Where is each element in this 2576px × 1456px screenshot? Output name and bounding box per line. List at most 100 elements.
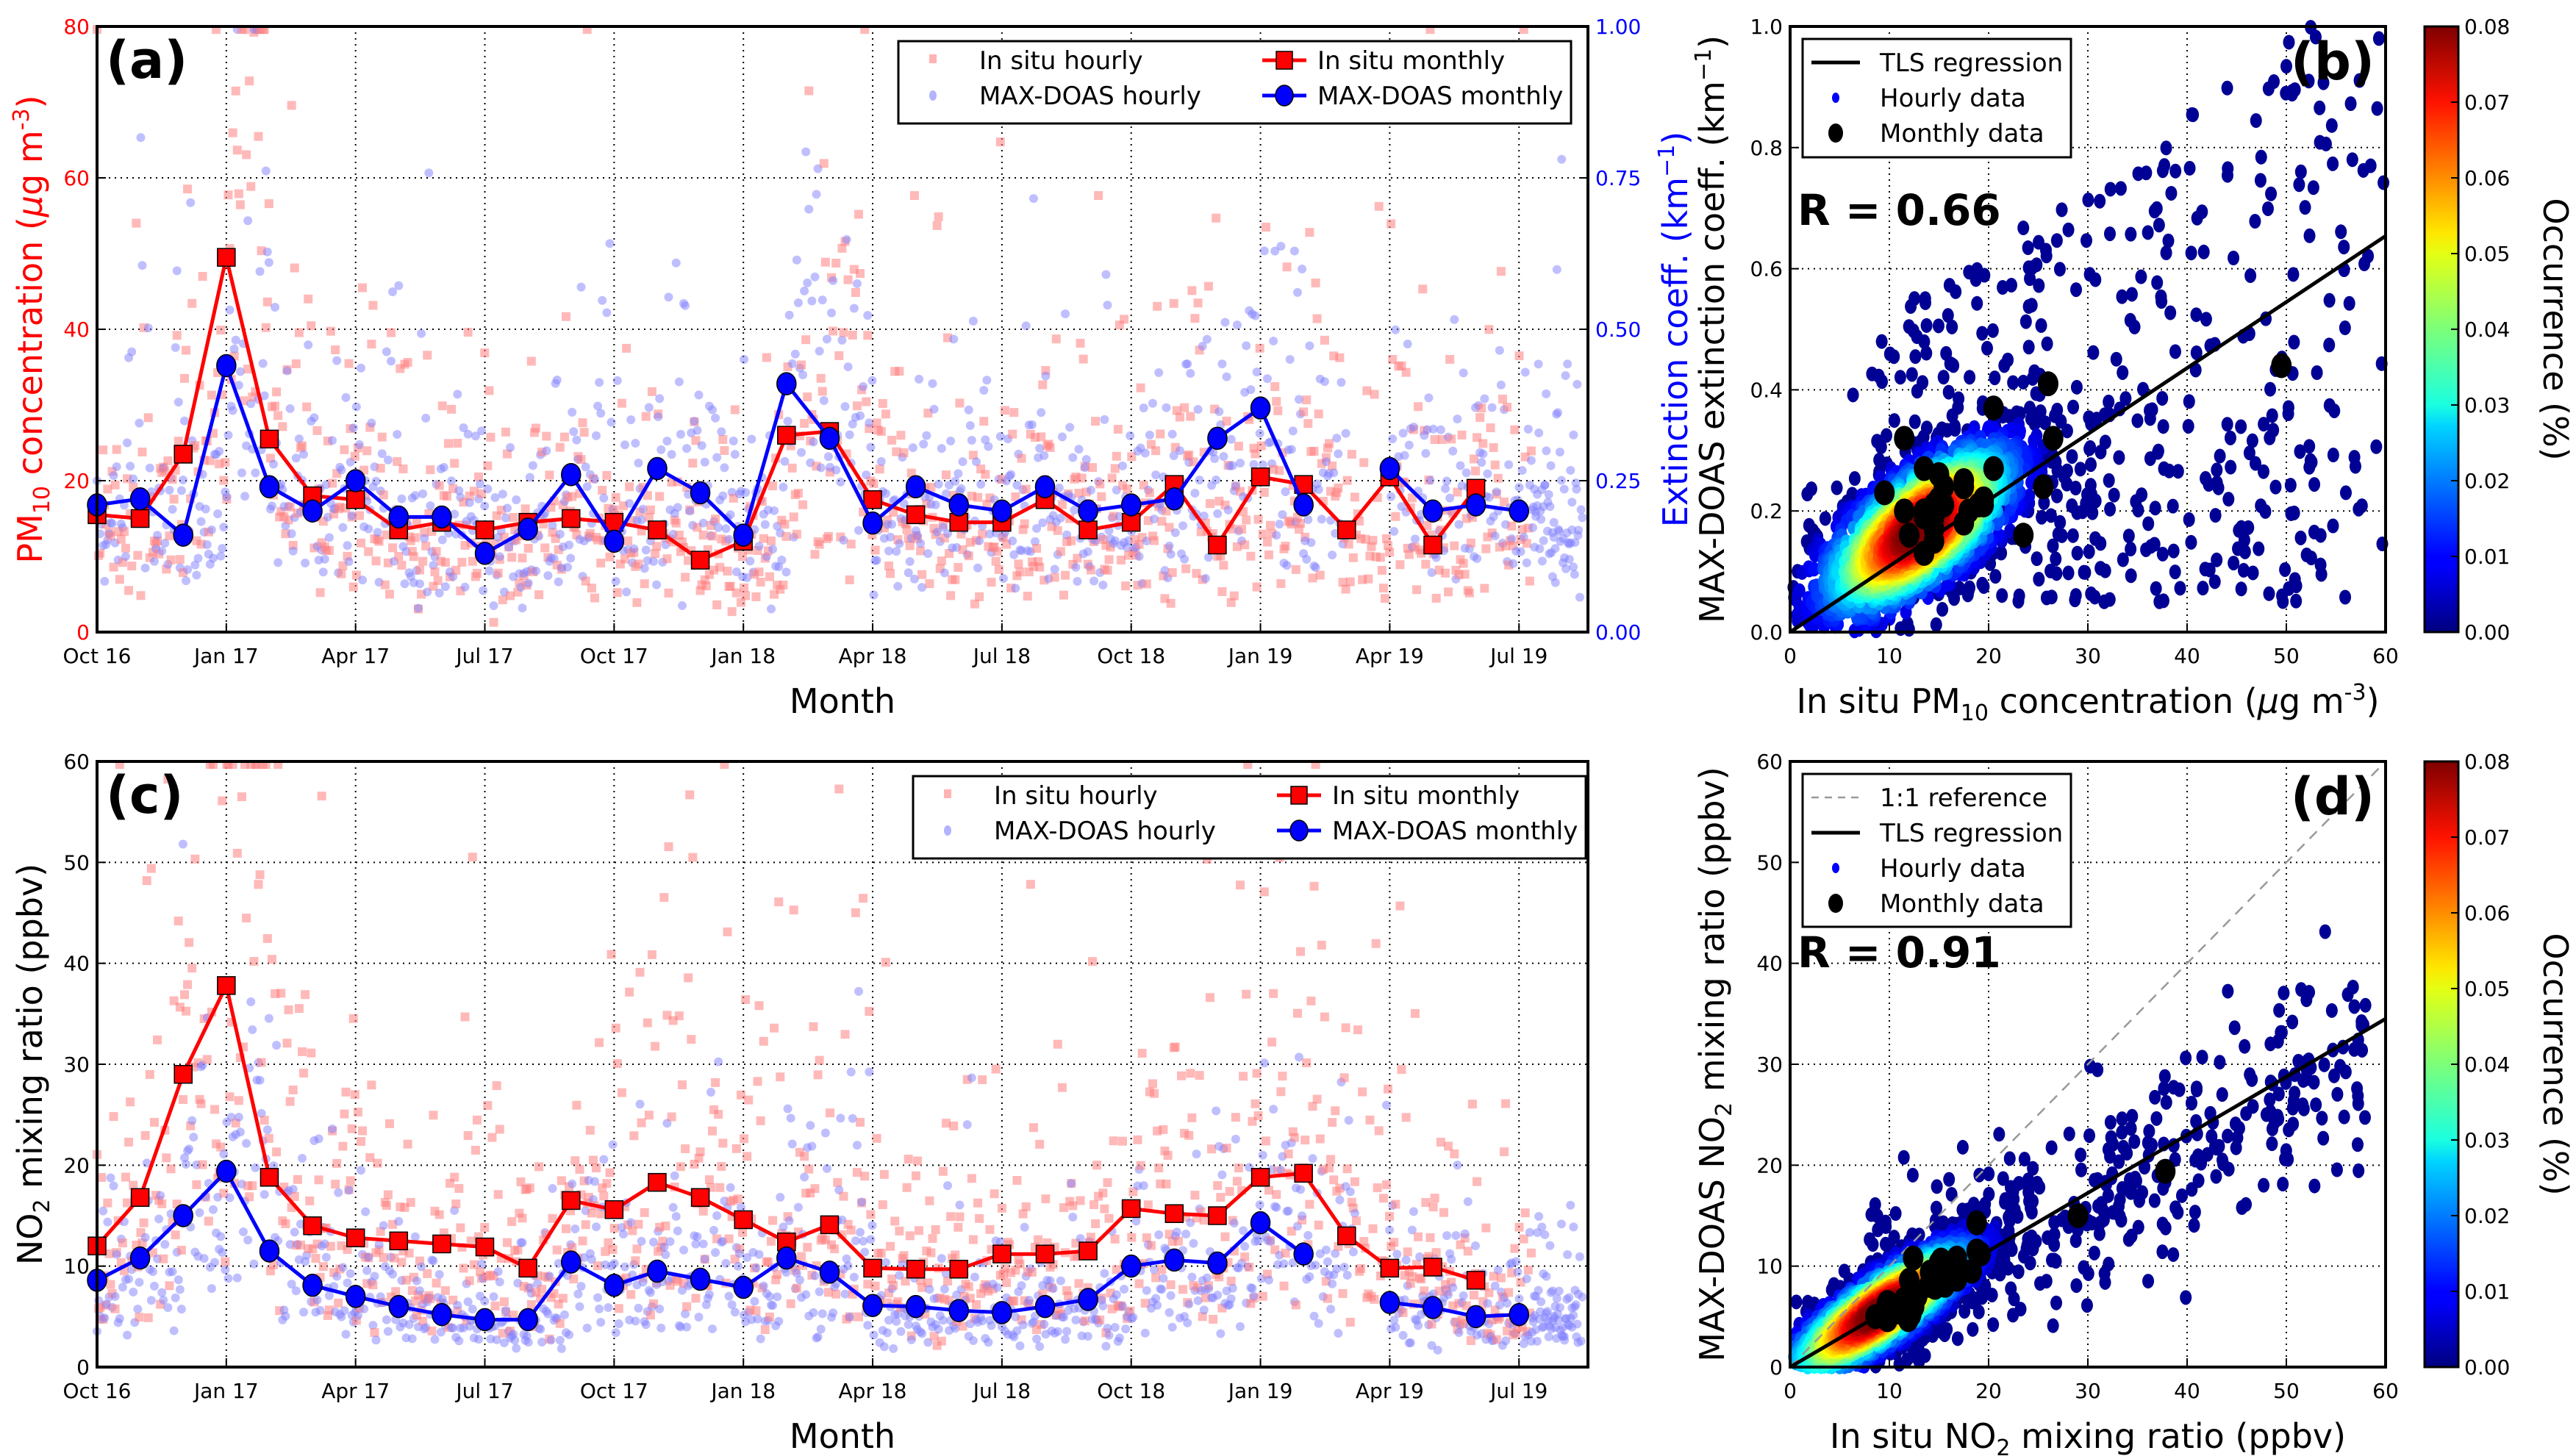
maxdoas-hourly-point bbox=[199, 1254, 209, 1263]
insitu-hourly-point bbox=[751, 592, 761, 601]
maxdoas-hourly-point bbox=[304, 340, 313, 350]
insitu-hourly-point bbox=[437, 401, 447, 411]
insitu-hourly-point bbox=[474, 472, 484, 481]
insitu-hourly-point bbox=[1444, 587, 1453, 597]
insitu-hourly-point bbox=[1466, 538, 1475, 548]
maxdoas-hourly-point bbox=[1570, 570, 1579, 579]
insitu-hourly-point bbox=[531, 423, 540, 433]
insitu-hourly-point bbox=[183, 980, 193, 989]
maxdoas-hourly-point bbox=[1242, 341, 1251, 351]
insitu-hourly-point bbox=[887, 435, 897, 445]
maxdoas-hourly-point bbox=[176, 486, 186, 495]
maxdoas-hourly-point bbox=[525, 473, 534, 482]
maxdoas-hourly-point bbox=[1183, 359, 1192, 368]
insitu-hourly-point bbox=[371, 556, 381, 566]
insitu-hourly-point bbox=[1328, 461, 1337, 470]
insitu-hourly-point bbox=[1162, 506, 1171, 516]
maxdoas-hourly-point bbox=[273, 558, 283, 567]
maxdoas-hourly-point bbox=[1220, 318, 1230, 327]
maxdoas-hourly-point bbox=[1081, 455, 1091, 465]
maxdoas-hourly-point bbox=[218, 544, 227, 553]
insitu-hourly-point bbox=[1525, 576, 1534, 586]
maxdoas-hourly-point bbox=[186, 198, 196, 207]
maxdoas-hourly-point bbox=[872, 556, 881, 565]
insitu-hourly-point bbox=[486, 432, 495, 442]
insitu-hourly-point bbox=[1205, 499, 1214, 509]
hourly-point bbox=[2160, 140, 2172, 156]
maxdoas-hourly-point bbox=[477, 426, 487, 436]
maxdoas-hourly-point bbox=[332, 356, 342, 365]
maxdoas-hourly-point bbox=[886, 532, 895, 542]
maxdoas-hourly-point bbox=[99, 1206, 108, 1216]
hourly-point bbox=[2116, 289, 2128, 304]
hourly-point bbox=[2103, 394, 2115, 409]
maxdoas-hourly-point bbox=[1027, 420, 1037, 429]
maxdoas-hourly-point bbox=[1212, 475, 1221, 484]
maxdoas-hourly-point bbox=[213, 509, 223, 519]
insitu-hourly-point bbox=[210, 1105, 220, 1114]
x-tick-label: Jul 19 bbox=[1489, 644, 1548, 668]
insitu-hourly-point bbox=[137, 447, 147, 456]
insitu-hourly-point bbox=[426, 465, 435, 475]
insitu-hourly-point bbox=[718, 434, 728, 444]
maxdoas-hourly-point bbox=[1160, 566, 1170, 575]
insitu-hourly-point bbox=[645, 505, 655, 514]
insitu-hourly-point bbox=[1078, 354, 1088, 364]
maxdoas-hourly-point bbox=[238, 1227, 248, 1236]
insitu-hourly-point bbox=[1302, 395, 1312, 405]
hourly-point bbox=[2288, 505, 2300, 520]
insitu-hourly-point bbox=[1270, 381, 1280, 391]
hourly-point bbox=[2243, 445, 2255, 461]
maxdoas-hourly-point bbox=[1578, 513, 1587, 523]
maxdoas-hourly-point bbox=[483, 484, 493, 494]
maxdoas-hourly-point bbox=[895, 539, 904, 548]
monthly-point bbox=[1874, 480, 1895, 506]
insitu-hourly-point bbox=[1186, 412, 1195, 421]
hourly-point bbox=[2303, 459, 2316, 475]
maxdoas-hourly-point bbox=[143, 323, 153, 333]
maxdoas-hourly-point bbox=[1210, 453, 1220, 463]
colorbar-label: Occurrence (%) bbox=[2536, 198, 2575, 460]
hourly-point bbox=[2378, 175, 2390, 190]
insitu-hourly-point bbox=[1193, 298, 1203, 308]
maxdoas-hourly-point bbox=[523, 578, 533, 588]
maxdoas-hourly-point bbox=[185, 1144, 194, 1154]
hourly-point bbox=[2137, 381, 2150, 397]
maxdoas-hourly-point bbox=[1557, 154, 1567, 164]
insitu-hourly-point bbox=[415, 565, 425, 575]
maxdoas-hourly-point bbox=[219, 1150, 229, 1159]
maxdoas-hourly-point bbox=[382, 347, 391, 356]
maxdoas-hourly-point bbox=[1292, 287, 1302, 297]
maxdoas-hourly-point bbox=[1487, 403, 1497, 412]
maxdoas-hourly-point bbox=[572, 435, 582, 445]
insitu-hourly-point bbox=[1404, 550, 1414, 559]
maxdoas-hourly-point bbox=[770, 506, 779, 515]
insitu-hourly-point bbox=[831, 258, 841, 268]
insitu-hourly-point bbox=[379, 490, 388, 500]
insitu-hourly-point bbox=[955, 398, 965, 408]
insitu-hourly-point bbox=[1059, 590, 1068, 600]
maxdoas-monthly-marker bbox=[862, 511, 883, 535]
insitu-hourly-point bbox=[644, 512, 654, 522]
maxdoas-hourly-point bbox=[671, 258, 681, 268]
maxdoas-hourly-point bbox=[568, 407, 577, 417]
maxdoas-hourly-point bbox=[1008, 537, 1017, 546]
insitu-hourly-point bbox=[376, 463, 385, 473]
hourly-point bbox=[2069, 592, 2081, 608]
insitu-hourly-point bbox=[1490, 460, 1500, 470]
hourly-point bbox=[2190, 345, 2203, 360]
maxdoas-hourly-point bbox=[168, 1267, 177, 1277]
insitu-hourly-point bbox=[245, 1192, 254, 1202]
maxdoas-hourly-point bbox=[655, 394, 665, 404]
maxdoas-hourly-point bbox=[1542, 526, 1552, 536]
legend-monthly-icon bbox=[1828, 123, 1843, 143]
x-tick-label: 60 bbox=[2372, 644, 2399, 668]
insitu-hourly-point bbox=[1522, 539, 1531, 548]
insitu-hourly-point bbox=[875, 465, 884, 474]
maxdoas-hourly-point bbox=[809, 437, 818, 447]
x-tick-label: Oct 18 bbox=[1097, 644, 1165, 668]
maxdoas-hourly-point bbox=[810, 272, 820, 281]
insitu-hourly-point bbox=[326, 326, 335, 336]
insitu-hourly-point bbox=[881, 409, 890, 419]
maxdoas-hourly-point bbox=[424, 168, 434, 178]
